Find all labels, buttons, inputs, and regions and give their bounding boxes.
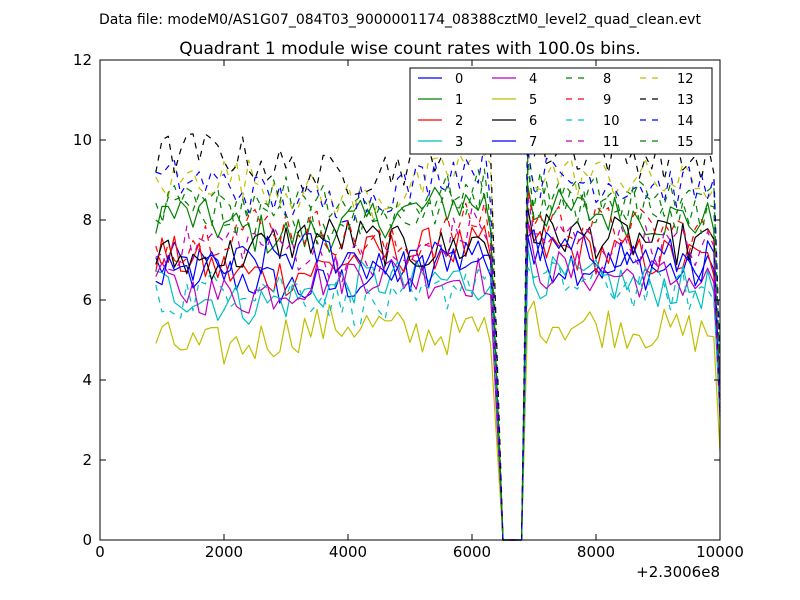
series-line-12 xyxy=(155,140,721,541)
x-tick-label: 8000 xyxy=(577,543,615,561)
y-tick-label: 2 xyxy=(82,451,92,469)
series-line-1 xyxy=(155,184,721,541)
y-tick-label: 0 xyxy=(82,531,92,549)
y-tick-label: 10 xyxy=(73,131,92,149)
x-tick-label: 6000 xyxy=(453,543,491,561)
legend-label-2: 2 xyxy=(455,114,463,129)
legend-label-10: 10 xyxy=(603,114,620,129)
legend-label-14: 14 xyxy=(677,114,694,129)
legend-box xyxy=(409,67,713,155)
series-line-7 xyxy=(155,229,721,541)
legend-label-7: 7 xyxy=(529,135,537,150)
series-line-15 xyxy=(155,156,721,541)
series-line-9 xyxy=(155,187,721,541)
series-line-5 xyxy=(155,300,721,541)
series-line-0 xyxy=(155,235,721,541)
series-line-3 xyxy=(155,247,721,541)
x-tick-label: 2000 xyxy=(205,543,243,561)
legend-label-12: 12 xyxy=(677,72,694,87)
y-tick-label: 6 xyxy=(82,291,92,309)
series-line-4 xyxy=(155,220,721,541)
legend-label-1: 1 xyxy=(455,93,463,108)
x-tick-label: 0 xyxy=(95,543,105,561)
plot-lines xyxy=(155,115,721,541)
legend-label-3: 3 xyxy=(455,135,463,150)
x-offset-label: +2.3006e8 xyxy=(636,563,720,581)
y-tick-label: 12 xyxy=(73,51,92,69)
legend-label-0: 0 xyxy=(455,72,463,87)
chart-title: Quadrant 1 module wise count rates with … xyxy=(179,39,640,59)
y-tick-label: 8 xyxy=(82,211,92,229)
x-tick-label: 4000 xyxy=(329,543,367,561)
y-tick-label: 4 xyxy=(82,371,92,389)
series-line-10 xyxy=(155,262,721,541)
legend-label-15: 15 xyxy=(677,135,694,150)
series-line-8 xyxy=(155,168,721,541)
legend-label-11: 11 xyxy=(603,135,620,150)
x-tick-label: 10000 xyxy=(696,543,744,561)
figure-suptitle: Data file: modeM0/AS1G07_084T03_90000011… xyxy=(99,12,701,28)
legend-label-5: 5 xyxy=(529,93,537,108)
series-line-2 xyxy=(155,220,721,541)
series-line-11 xyxy=(155,194,721,541)
legend-label-9: 9 xyxy=(603,93,611,108)
legend-label-4: 4 xyxy=(529,72,537,87)
legend-label-6: 6 xyxy=(529,114,537,129)
legend-label-13: 13 xyxy=(677,93,694,108)
legend-label-8: 8 xyxy=(603,72,611,87)
